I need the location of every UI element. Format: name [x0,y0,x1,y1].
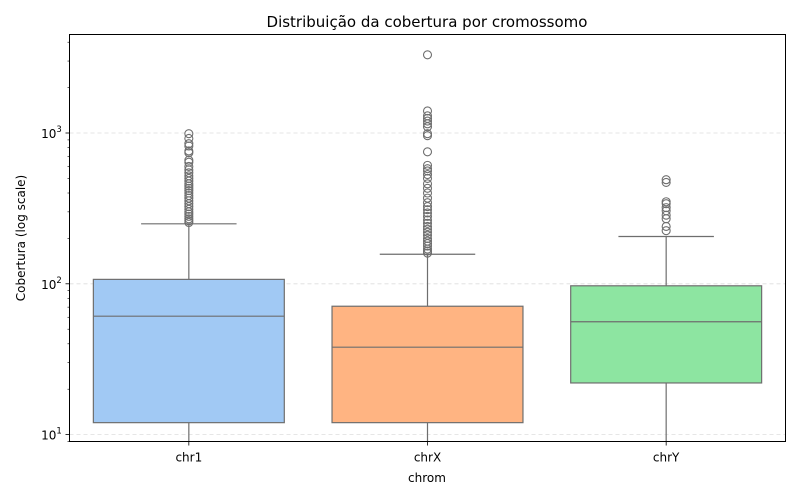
outlier-point [422,113,433,123]
outlier-point [422,166,433,176]
outlier-point [184,171,194,181]
x-tick-label: chrX [414,451,441,465]
outlier-point [422,106,433,116]
y-tick-label: 103 [41,125,62,141]
outlier-point [422,183,433,193]
outlier-point [184,155,194,165]
outlier-point [661,197,671,207]
iqr-box [331,305,524,424]
outlier-point [184,214,194,224]
x-tick-label: chr1 [175,451,202,465]
outlier-point [422,224,433,234]
outlier-point [422,198,433,208]
outlier-point [184,168,194,178]
outlier-point [422,221,433,232]
y-tick-label: 101 [41,427,62,443]
outlier-point [661,177,671,188]
outlier-point [422,173,433,183]
outlier-point [422,160,433,170]
outlier-point [184,129,194,139]
x-axis-title: chrom [408,471,446,485]
outlier-point [184,133,194,144]
outlier-point [661,226,671,236]
outlier-point [422,193,433,203]
box-chrY [570,175,763,442]
outlier-point [422,147,433,157]
outlier-point [422,215,433,225]
outlier-point [422,116,433,126]
outlier-point [184,211,194,221]
outlier-point [184,183,194,193]
iqr-box [570,285,763,384]
outlier-point [422,188,433,198]
outlier-point [422,170,433,180]
outlier-point [422,227,433,237]
outlier-point [422,236,433,246]
outlier-point [184,190,194,201]
box-series-group [92,50,763,442]
outlier-point [184,186,194,196]
outlier-point [661,206,671,216]
y-tick-label: 102 [41,276,62,292]
outlier-point [422,233,433,243]
outlier-point [184,139,194,149]
outlier-point [422,164,433,174]
outlier-point [184,188,194,198]
outlier-point [422,218,433,228]
outlier-point [422,179,433,189]
y-axis-title: Cobertura (log scale) [14,175,28,301]
outlier-point [422,129,433,139]
chart-title: Distribuição da cobertura por cromossomo [267,13,588,31]
outlier-point [422,205,433,215]
box-chr1 [92,129,285,442]
outlier-point [661,175,671,185]
x-tick-label: chrY [653,451,680,465]
outlier-point [184,173,194,183]
outlier-point [661,203,671,213]
outlier-point [422,211,433,221]
axes-group: 101 102 103 chr1 chrX chrY [41,41,680,465]
outlier-point [422,230,433,240]
outlier-point [422,50,433,60]
outlier-point [422,111,433,121]
outlier-point [184,161,194,172]
outlier-point [184,146,194,156]
box-chrX [331,50,524,442]
outlier-point [422,208,433,218]
iqr-box [92,278,285,424]
